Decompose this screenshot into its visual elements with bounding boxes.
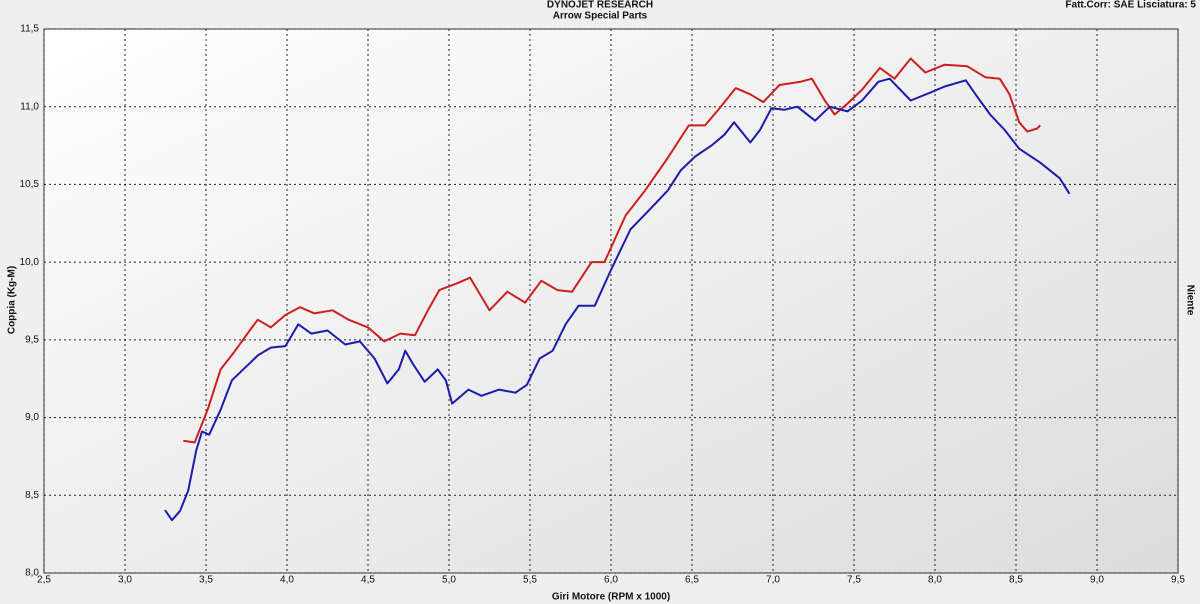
y-tick-label: 10,5: [20, 179, 40, 190]
x-tick-label: 3,5: [199, 575, 213, 586]
y-tick-label: 11,0: [20, 101, 39, 112]
torque-line: [164, 77, 1071, 522]
y-tick-label: 9,5: [25, 334, 39, 345]
x-tick-label: 6,0: [604, 575, 618, 586]
x-axis-label: Giri Motore (RPM x 1000): [552, 592, 670, 603]
x-tick-label: 2,5: [37, 575, 51, 586]
x-tick-label: 4,5: [361, 575, 375, 586]
y-tick-label: 11,5: [20, 24, 39, 35]
y-tick-label: 8,0: [25, 568, 39, 579]
x-tick-label: 3,0: [118, 575, 132, 586]
x-tick-label: 7,0: [766, 575, 780, 586]
x-tick-label: 7,5: [847, 575, 861, 586]
x-tick-label: 5,0: [442, 575, 456, 586]
x-tick-label: 8,5: [1009, 575, 1023, 586]
x-tick-label: 5,5: [523, 575, 537, 586]
y-tick-label: 9,0: [25, 412, 39, 423]
right-label: Niente: [1184, 285, 1195, 316]
chart-title: DYNOJET RESEARCH: [547, 0, 653, 11]
x-tick-label: 9,0: [1090, 575, 1104, 586]
x-tick-label: 4,0: [280, 575, 294, 586]
chart-subtitle: Arrow Special Parts: [553, 11, 648, 22]
y-tick-label: 10,0: [20, 257, 40, 268]
x-tick-label: 8,0: [928, 575, 942, 586]
y-tick-label: 8,5: [25, 490, 39, 501]
correction-note: Fatt.Corr: SAE Lisciatura: 5: [1065, 0, 1196, 11]
y-axis-label: Coppia (Kg-M): [7, 266, 18, 334]
x-tick-label: 6,5: [685, 575, 699, 586]
x-tick-label: 9,5: [1171, 575, 1185, 586]
torque-line: [183, 57, 1041, 444]
